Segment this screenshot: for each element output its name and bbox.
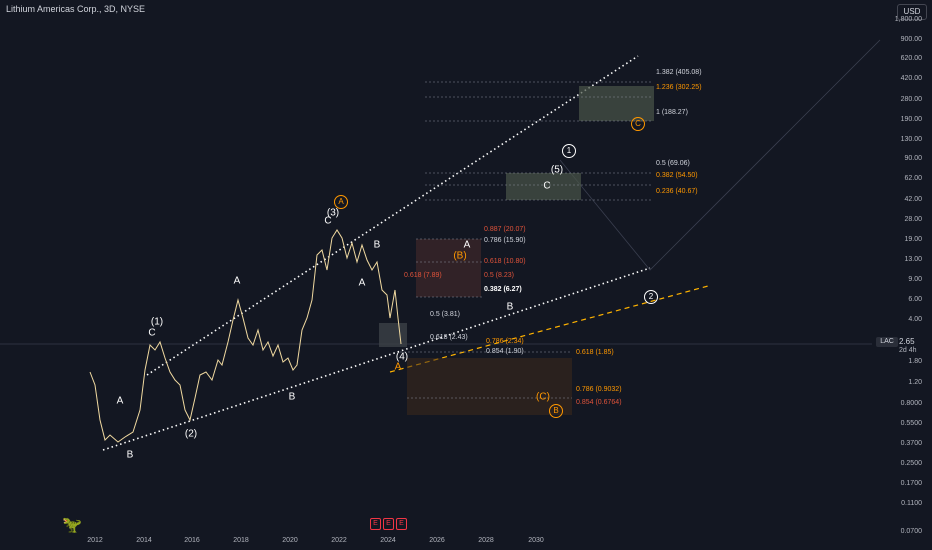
wave-label: C xyxy=(543,181,550,192)
fib-label: 0.382 (54.50) xyxy=(656,172,698,179)
fib-box-bottom xyxy=(407,358,572,415)
wave-label: A xyxy=(359,278,366,289)
fib-label: 0.786 (0.9032) xyxy=(576,386,622,393)
earnings-icon[interactable]: E xyxy=(396,518,407,530)
circled-wave-label: 2 xyxy=(644,290,658,304)
fib-label: 0.618 (10.80) xyxy=(484,258,526,265)
wave-label: B xyxy=(374,240,381,251)
fib-label: 0.618 (7.89) xyxy=(404,272,442,279)
fib-label: 0.618 (2.43) xyxy=(430,334,468,341)
fib-box-red xyxy=(416,239,481,297)
fib-box-top xyxy=(579,86,654,121)
price-series xyxy=(90,230,401,442)
fib-label: 0.5 (3.81) xyxy=(430,311,460,318)
wave-label: (1) xyxy=(151,317,163,328)
bar-countdown: 2d 4h xyxy=(899,347,917,354)
circled-wave-label: B xyxy=(549,404,563,418)
wave-label: A xyxy=(117,396,124,407)
earnings-icon[interactable]: E xyxy=(370,518,381,530)
fib-label: 0.5 (8.23) xyxy=(484,272,514,279)
fib-label: 0.786 (2.34) xyxy=(486,338,524,345)
wave-label: (C) xyxy=(536,392,550,403)
circled-wave-label: A xyxy=(334,195,348,209)
wave-label: B xyxy=(289,392,296,403)
last-price-value: 2.65 xyxy=(899,337,915,346)
fib-label: 1 (188.27) xyxy=(656,109,688,116)
tradingview-logo-icon[interactable]: 🦖 xyxy=(62,515,82,535)
wave-label: B xyxy=(507,302,514,313)
chart-title: Lithium Americas Corp., 3D, NYSE xyxy=(6,4,145,14)
fib-label: 0.854 (1.90) xyxy=(486,348,524,355)
wave-label: A xyxy=(234,276,241,287)
fib-label: 1.382 (405.08) xyxy=(656,69,702,76)
wave-label: (2) xyxy=(185,429,197,440)
symbol-tag: LAC xyxy=(876,337,898,347)
wave-label: C xyxy=(148,328,155,339)
wave-label: (B) xyxy=(453,251,466,262)
circled-wave-label: 1 xyxy=(562,144,576,158)
fib-label: 0.382 (6.27) xyxy=(484,286,522,293)
wave-label: A xyxy=(395,362,402,373)
projection-path xyxy=(560,40,880,270)
fib-label: 1.236 (302.25) xyxy=(656,84,702,91)
wave-label: B xyxy=(127,450,134,461)
fib-label: 0.618 (1.85) xyxy=(576,349,614,356)
fib-label: 0.887 (20.07) xyxy=(484,226,526,233)
fib-label: 0.5 (69.06) xyxy=(656,160,690,167)
wave-label: A xyxy=(464,240,471,251)
circled-wave-label: C xyxy=(631,117,645,131)
events-markers[interactable]: E E E xyxy=(370,518,407,530)
fib-label: 0.236 (40.67) xyxy=(656,188,698,195)
wave-label: C xyxy=(324,216,331,227)
earnings-icon[interactable]: E xyxy=(383,518,394,530)
fib-label: 0.786 (15.90) xyxy=(484,237,526,244)
fib-label: 0.854 (0.6764) xyxy=(576,399,622,406)
wave-label: (5) xyxy=(551,165,563,176)
fib-box-small xyxy=(379,323,407,347)
